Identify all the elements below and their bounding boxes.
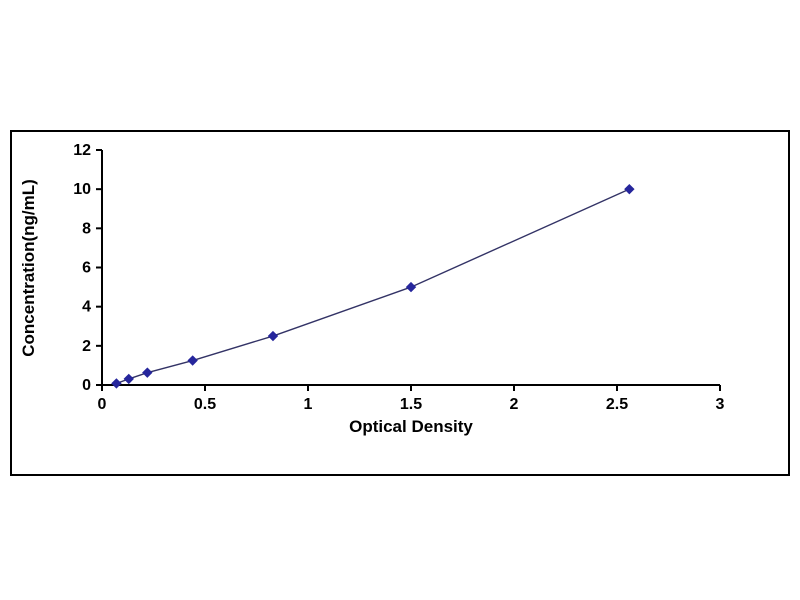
- standard-curve-plot: 0 0.5 1 1.5 2 2.5 3 0 2 4 6 8 10 12 Concentration(ng/…: [19, 142, 725, 436]
- data-point-diamond: [111, 378, 122, 389]
- series-line: [116, 188, 630, 385]
- y-tick-label: 4: [82, 299, 91, 316]
- data-point-diamond: [267, 330, 279, 342]
- data-point-diamond: [624, 183, 635, 195]
- x-tick-label: 0.5: [194, 396, 216, 413]
- y-tick-label: 10: [73, 181, 91, 198]
- y-tick-label: 8: [82, 220, 91, 237]
- x-tick-label: 1: [304, 396, 313, 413]
- chart-frame: 0 0.5 1 1.5 2 2.5 3 0 2 4 6 8 10 12 Concentration(ng/…: [10, 130, 790, 476]
- data-point-diamond: [405, 281, 417, 293]
- x-tick-label: 1.5: [400, 396, 422, 413]
- plot-layer: 0 0.5 1 1.5 2 2.5 3 0 2 4 6 8 10 12: [73, 142, 724, 413]
- y-tick-label: 0: [82, 377, 91, 394]
- y-tick-label: 12: [73, 142, 91, 159]
- x-tick-label: 2: [510, 396, 519, 413]
- y-tick-label: 6: [82, 260, 91, 277]
- y-axis-title: Concentration(ng/mL): [19, 179, 38, 357]
- data-point-diamond: [123, 373, 134, 385]
- y-tick-label: 2: [82, 338, 91, 355]
- data-point-diamond: [187, 355, 198, 366]
- x-tick-label: 0: [98, 396, 107, 413]
- x-axis-title: Optical Density: [349, 417, 473, 436]
- x-tick-label: 2.5: [606, 396, 628, 413]
- x-tick-label: 3: [716, 396, 725, 413]
- data-point-diamond: [142, 367, 153, 378]
